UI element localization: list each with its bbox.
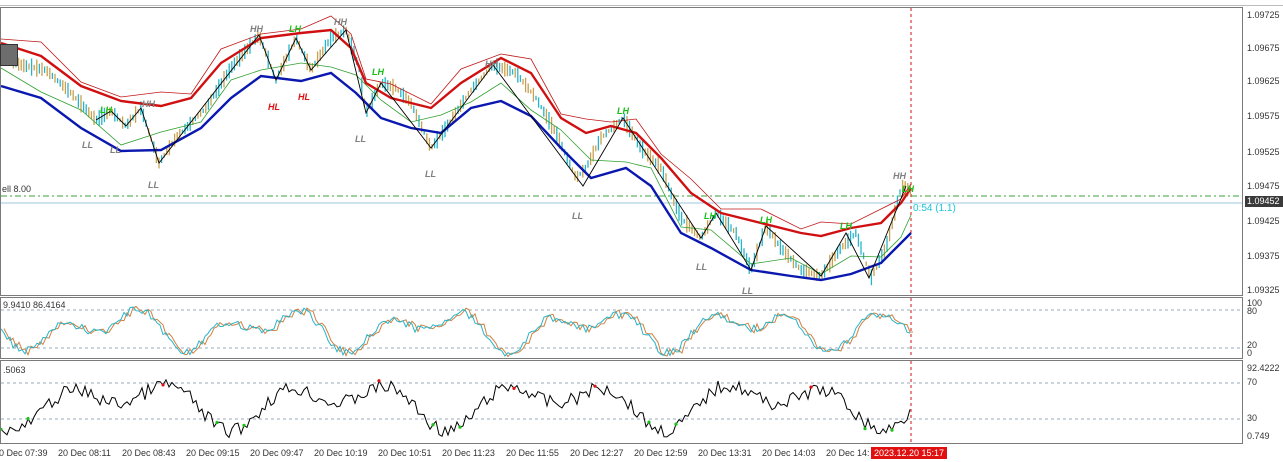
sell-level-label: ell 8.00	[2, 184, 32, 194]
rsi-marker	[890, 428, 894, 432]
price-chart-canvas[interactable]	[1, 8, 1243, 296]
rsi-marker	[161, 383, 165, 387]
time-tick: 20 Dec 09:47	[250, 448, 304, 458]
rsi-marker	[26, 417, 30, 421]
swing-label: LL	[572, 211, 583, 221]
stochastic-axis: 100 80 20 0	[1243, 297, 1283, 359]
rsi-marker	[1, 427, 3, 431]
stochastic-canvas[interactable]	[1, 298, 1243, 359]
time-tick: 20 Dec 12:59	[634, 448, 688, 458]
swing-label: HL	[298, 92, 310, 102]
envelope-lower-line	[1, 62, 912, 275]
current-time-badge: 2023.12.20 15:17	[871, 447, 948, 459]
swing-label: LL	[110, 145, 121, 155]
rsi-canvas[interactable]	[1, 361, 1243, 444]
time-tick: 20 Dec 09:15	[186, 448, 240, 458]
stoch-tick: 80	[1247, 306, 1258, 316]
price-tick: 1.09375	[1247, 251, 1280, 261]
price-tick: 1.09675	[1247, 43, 1280, 53]
rsi-pane[interactable]: .5063	[0, 360, 1243, 444]
swing-label: LL	[82, 140, 93, 150]
swing-label: HH	[485, 59, 498, 69]
stochastic-values: 9.9410 86.4164	[3, 300, 66, 310]
time-tick: 20 Dec 08:43	[122, 448, 176, 458]
trade-panel-collapsed[interactable]	[0, 44, 18, 66]
rsi-value: .5063	[3, 365, 26, 375]
time-tick: 20 Dec 12:27	[570, 448, 624, 458]
stoch-tick: 100	[1247, 298, 1263, 308]
time-tick: 20 Dec 14:	[826, 448, 870, 458]
rsi-marker	[863, 427, 867, 431]
time-tick: 20 Dec 13:31	[698, 448, 752, 458]
swing-label: LL	[355, 134, 366, 144]
rsi-marker	[647, 420, 651, 424]
window-top-strip	[0, 0, 1283, 6]
price-tick: 1.09425	[1247, 216, 1280, 226]
stoch-main-line	[1, 306, 911, 357]
rsi-marker	[377, 379, 381, 383]
bar-countdown-note: 0:54 (1.1)	[913, 203, 956, 214]
price-tick: 1.09325	[1247, 285, 1280, 295]
swing-label: LH	[840, 221, 852, 231]
swing-label: LL	[696, 262, 707, 272]
rsi-marker	[458, 425, 462, 429]
rsi-tick: 70	[1247, 377, 1258, 387]
swing-label: HH	[142, 99, 155, 109]
moving-average-blue	[1, 71, 912, 282]
swing-label: HH	[893, 171, 906, 181]
rsi-marker	[674, 422, 678, 426]
envelope-upper-line	[1, 15, 912, 230]
rsi-marker	[431, 423, 435, 427]
rsi-marker	[593, 384, 597, 388]
stoch-signal-line	[3, 305, 914, 358]
time-tick: 20 Dec 11:55	[506, 448, 559, 458]
swing-label: LH	[289, 24, 301, 34]
swing-label: LH	[760, 215, 772, 225]
swing-label: LH	[100, 105, 112, 115]
stoch-tick: 0	[1247, 348, 1253, 358]
rsi-tick: 30	[1247, 413, 1258, 423]
swing-label: HH	[250, 24, 263, 34]
time-tick: 20 Dec 10:19	[314, 448, 368, 458]
stoch-tick: 20	[1247, 340, 1258, 350]
stochastic-pane[interactable]: 9.9410 86.4164	[0, 297, 1243, 359]
current-price-badge: 1.09452	[1245, 196, 1283, 207]
swing-label: LH	[902, 184, 914, 194]
rsi-line	[1, 378, 911, 439]
time-tick: 20 Dec 11:23	[442, 448, 495, 458]
swing-label: LL	[148, 180, 159, 190]
rsi-tick: 92.4222	[1247, 363, 1280, 373]
rsi-marker	[809, 385, 813, 389]
rsi-marker	[512, 386, 516, 390]
swing-label: LH	[372, 67, 384, 77]
swing-label: LL	[425, 169, 436, 179]
rsi-axis: 92.4222 70 30 0.749	[1243, 360, 1283, 444]
swing-label: HL	[268, 102, 280, 112]
rsi-marker	[215, 420, 219, 425]
time-tick: 20 Dec 07:39	[0, 448, 48, 458]
time-tick: 20 Dec 08:11	[58, 448, 111, 458]
price-axis[interactable]: 1.09725 1.09675 1.09625 1.09575 1.09525 …	[1243, 7, 1283, 296]
swing-label: HH	[334, 17, 347, 27]
swing-label: LH	[704, 211, 716, 221]
rsi-tick: 0.749	[1247, 431, 1270, 441]
time-tick: 20 Dec 14:03	[762, 448, 816, 458]
price-chart-pane[interactable]	[0, 7, 1243, 296]
rsi-marker	[242, 423, 246, 427]
zigzag-line	[95, 29, 907, 280]
price-tick: 1.09725	[1247, 10, 1280, 20]
time-tick: 20 Dec 10:51	[378, 448, 432, 458]
swing-label: LL	[742, 286, 753, 296]
swing-label: LH	[617, 106, 629, 116]
price-tick: 1.09475	[1247, 181, 1280, 191]
moving-average-red	[1, 28, 912, 238]
price-tick: 1.09525	[1247, 147, 1280, 157]
price-tick: 1.09625	[1247, 76, 1280, 86]
price-tick: 1.09575	[1247, 111, 1280, 121]
